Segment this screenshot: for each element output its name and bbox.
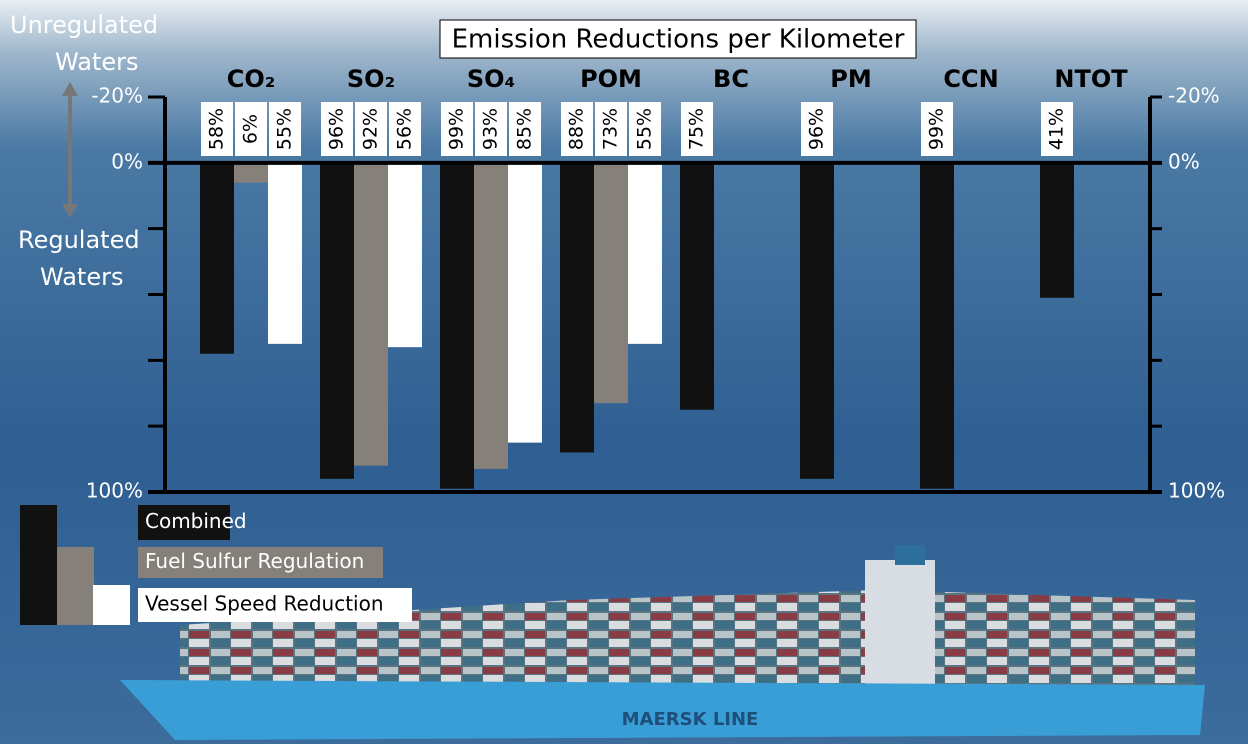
value-label-box: [475, 102, 507, 156]
bar: [200, 162, 234, 354]
arrow-head: [62, 204, 78, 218]
value-label-box: [321, 102, 353, 156]
legend-swatch: [93, 585, 130, 625]
bar: [628, 162, 662, 344]
legend-label-box: [138, 547, 383, 578]
value-label-box: [801, 102, 833, 156]
ship-name: MAERSK LINE: [622, 709, 759, 730]
bar: [354, 162, 388, 466]
side-label: Waters: [40, 263, 123, 291]
value-label: 56%: [394, 108, 416, 150]
legend-label-box: [138, 505, 230, 540]
value-label: 55%: [274, 108, 296, 150]
value-label: 96%: [326, 108, 348, 150]
bar: [1040, 162, 1074, 298]
value-label-box: [269, 102, 301, 156]
bar: [594, 162, 628, 404]
bar: [440, 162, 474, 489]
value-label: 41%: [1046, 108, 1068, 150]
side-label: Regulated: [18, 226, 140, 254]
bar: [920, 162, 954, 489]
x-category-label: NTOT: [1054, 65, 1128, 93]
bar: [474, 162, 508, 469]
value-label-box: [595, 102, 627, 156]
value-label: 93%: [480, 108, 502, 150]
bar: [800, 162, 834, 479]
ship-hull: [120, 680, 1205, 740]
legend-swatch: [20, 505, 57, 625]
x-category-label: CO₂: [227, 65, 276, 93]
x-category-label: SO₄: [467, 65, 515, 93]
arrow-head: [62, 82, 78, 96]
x-category-label: BC: [713, 65, 749, 93]
legend-label: Combined: [145, 509, 247, 533]
y-tick-label: 0%: [111, 149, 143, 173]
x-category-label: PM: [830, 65, 871, 93]
y-tick-label: -20%: [1168, 84, 1220, 108]
ship-containers: [180, 590, 1195, 690]
value-label: 6%: [240, 114, 262, 144]
legend-label: Vessel Speed Reduction: [145, 592, 384, 616]
chart-title: Emission Reductions per Kilometer: [452, 25, 905, 55]
x-category-label: SO₂: [347, 65, 395, 93]
value-label: 99%: [926, 108, 948, 150]
legend-swatch: [57, 547, 94, 625]
value-label-box: [921, 102, 953, 156]
value-label-box: [509, 102, 541, 156]
value-label-box: [235, 102, 267, 156]
x-category-label: CCN: [943, 65, 998, 93]
value-label: 96%: [806, 108, 828, 150]
value-label: 85%: [514, 108, 536, 150]
side-label: Waters: [55, 48, 138, 76]
value-label: 75%: [686, 108, 708, 150]
y-tick-label: 100%: [86, 479, 143, 503]
ship-funnel: [895, 545, 925, 565]
legend-label-box: [138, 588, 412, 622]
value-label: 58%: [206, 108, 228, 150]
bar: [268, 162, 302, 344]
value-label: 55%: [634, 108, 656, 150]
ship-bridge: [865, 560, 935, 690]
y-tick-label: 100%: [1168, 479, 1225, 503]
value-label-box: [389, 102, 421, 156]
value-label-box: [561, 102, 593, 156]
bar: [508, 162, 542, 443]
value-label-box: [441, 102, 473, 156]
y-tick-label: 0%: [1168, 149, 1200, 173]
x-category-label: POM: [580, 65, 642, 93]
bar: [320, 162, 354, 479]
title-box: [439, 19, 917, 59]
value-label-box: [1041, 102, 1073, 156]
value-label: 73%: [600, 108, 622, 150]
value-label-box: [681, 102, 713, 156]
bar: [234, 162, 268, 183]
value-label: 99%: [446, 108, 468, 150]
y-tick-label: -20%: [91, 84, 143, 108]
bar: [680, 162, 714, 410]
value-label-box: [355, 102, 387, 156]
legend-label: Fuel Sulfur Regulation: [145, 549, 364, 573]
value-label-box: [201, 102, 233, 156]
value-label: 88%: [566, 108, 588, 150]
value-label: 92%: [360, 108, 382, 150]
bar: [560, 162, 594, 453]
bar: [388, 162, 422, 348]
value-label-box: [629, 102, 661, 156]
side-label: Unregulated: [10, 11, 158, 39]
